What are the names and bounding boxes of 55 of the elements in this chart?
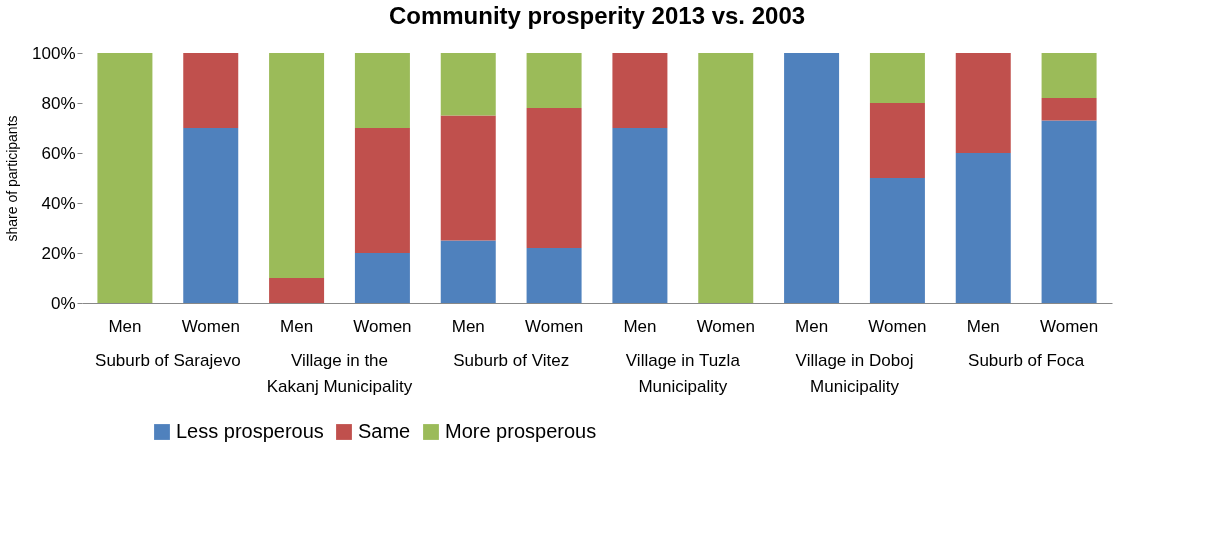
x-tick-label: Women [868, 316, 927, 336]
y-tick-label: 40% [41, 193, 76, 213]
text: Village in the Kakanj Municipality [266, 351, 413, 396]
bar [354, 128, 410, 253]
bar [1041, 120, 1097, 303]
x-tick-label: Men [280, 316, 314, 336]
bar [526, 53, 582, 108]
legend-label: Less prosperous [176, 420, 324, 442]
y-tick-label: 0% [50, 293, 76, 313]
x-tick-label: Men [623, 316, 657, 336]
y-tick-label: 100% [32, 43, 76, 63]
bar [440, 115, 496, 241]
y-tick-label: 20% [41, 243, 76, 263]
bar [526, 248, 582, 303]
legend-label: Same [358, 420, 411, 442]
bar [440, 53, 496, 116]
bar [97, 53, 153, 303]
legend-label: More prosperous [445, 420, 597, 442]
x-tick-label: Women [181, 316, 240, 336]
text: Village in Tuzla Municipality [625, 351, 741, 396]
bar [269, 278, 325, 303]
x-tick-label: Women [1039, 316, 1099, 336]
bar [784, 53, 840, 303]
bar [1041, 98, 1097, 121]
bar [269, 53, 325, 278]
x-tick-label: Men [108, 316, 142, 336]
bar [869, 103, 925, 178]
x-tick-label: Men [966, 316, 1000, 336]
bar [1041, 53, 1097, 98]
bar [440, 240, 496, 303]
bar [698, 53, 754, 303]
bar [869, 178, 925, 303]
text: Suburb of Foca [968, 351, 1085, 370]
bar [955, 53, 1011, 153]
x-tick-label: Women [696, 316, 755, 336]
text: Suburb of Vitez [453, 351, 570, 370]
text: Village in Doboj Municipality [795, 351, 914, 396]
bar [354, 53, 410, 128]
y-tick-label: 80% [41, 93, 76, 113]
y-tick-label: 60% [41, 143, 76, 163]
bar [183, 53, 239, 128]
chart-title: Community prosperity 2013 vs. 2003 [388, 2, 806, 29]
bar [612, 128, 668, 303]
x-tick-label: Men [795, 316, 829, 336]
text: Suburb of Sarajevo [95, 351, 241, 370]
bar [183, 128, 239, 303]
y-axis-title: share of participants [4, 115, 21, 242]
x-tick-label: Men [451, 316, 485, 336]
x-tick-label: Women [353, 316, 412, 336]
bar [354, 253, 410, 303]
bar [526, 108, 582, 248]
bar [612, 53, 668, 128]
bar [869, 53, 925, 103]
bar [955, 153, 1011, 303]
x-tick-label: Women [524, 316, 584, 336]
